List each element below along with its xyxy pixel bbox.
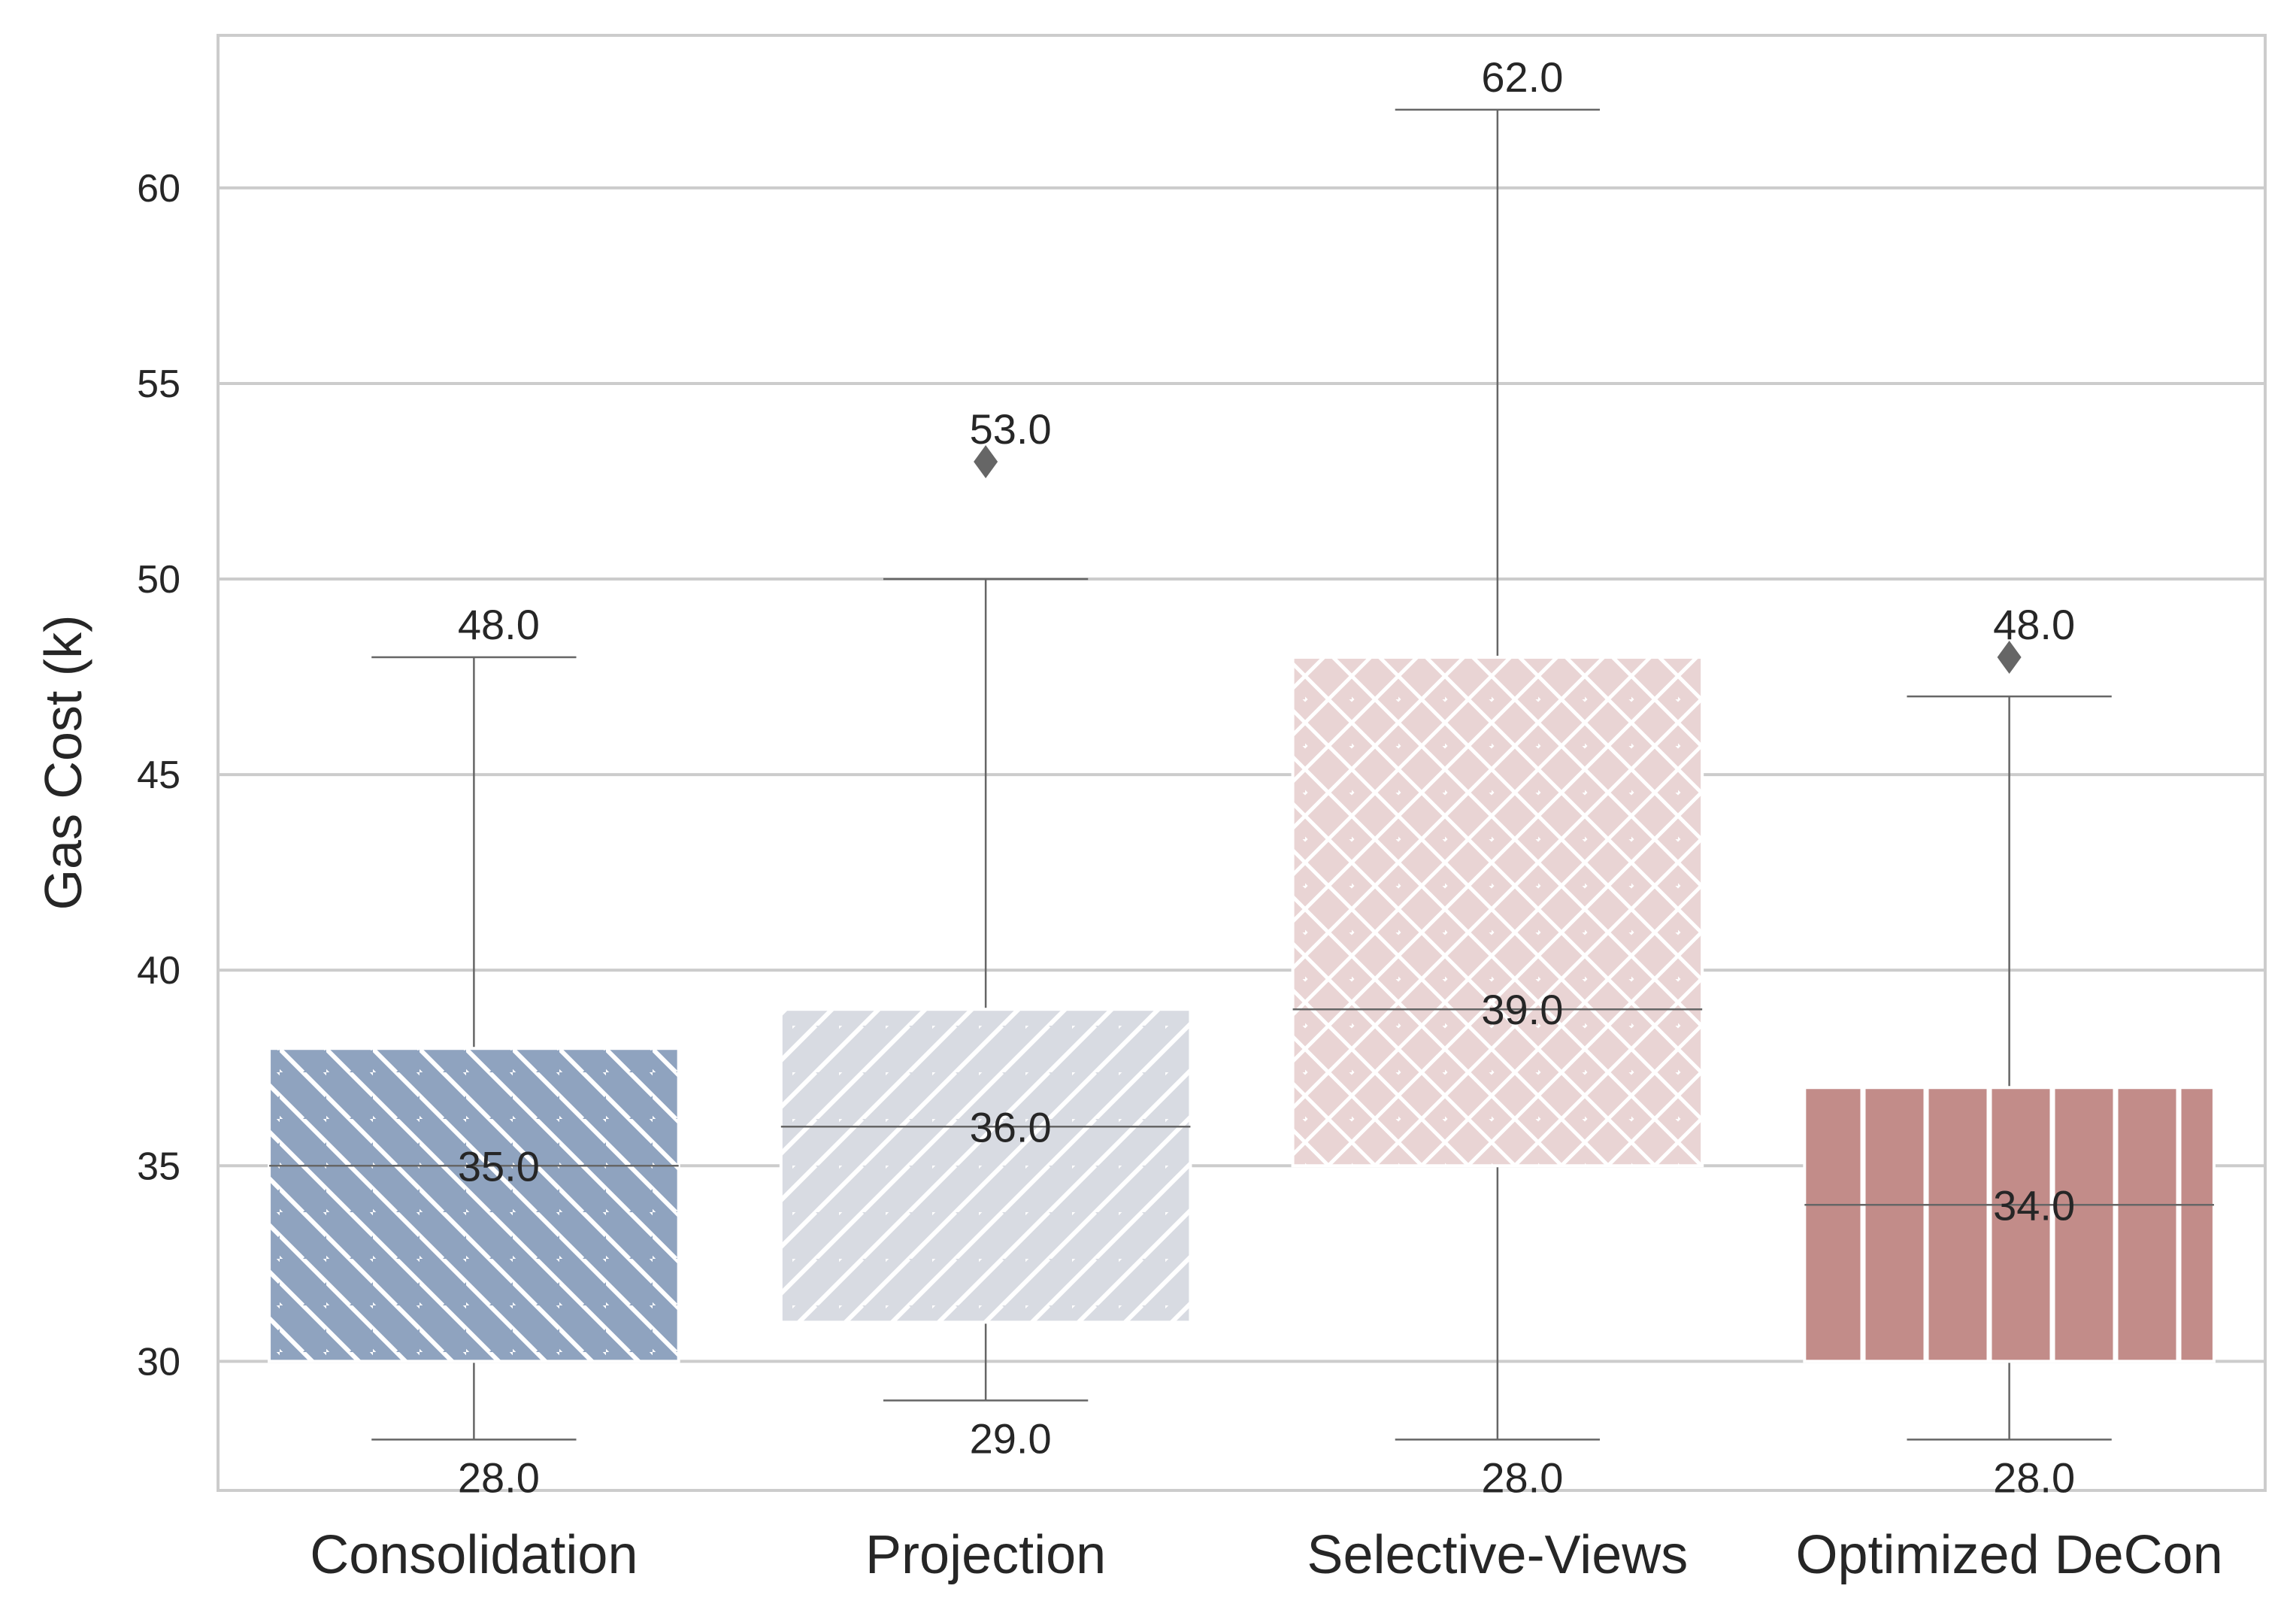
value-label-bottom-2: 29.0 (970, 1414, 1052, 1462)
y-tick-label-40: 40 (137, 949, 180, 993)
box-hatch (269, 1048, 679, 1362)
y-tick-label-30: 30 (137, 1340, 180, 1384)
box-layer (268, 108, 2216, 1441)
outlier-marker-1 (1997, 641, 2022, 675)
x-tick-label-3: Selective-Views (1307, 1525, 1688, 1585)
value-label-median-4: 34.0 (1993, 1181, 2075, 1229)
y-tick-label-45: 45 (137, 753, 180, 797)
value-label-bottom-1: 28.0 (458, 1454, 540, 1501)
y-axis-label: Gas Cost (k) (34, 615, 92, 911)
y-tick-label-50: 50 (137, 558, 180, 602)
plot-frame (217, 34, 2267, 1492)
box-hatch (1292, 657, 1703, 1166)
value-label-median-3: 39.0 (1481, 986, 1563, 1033)
y-tick-label-55: 55 (137, 362, 180, 406)
value-label-bottom-3: 28.0 (1481, 1454, 1563, 1501)
box-group-1 (268, 656, 680, 1441)
value-label-median-2: 36.0 (970, 1103, 1052, 1151)
x-tick-label-4: Optimized DeCon (1796, 1525, 2223, 1585)
box-hatch (780, 1009, 1191, 1323)
value-label-top-4: 48.0 (1993, 601, 2075, 648)
value-label-top-1: 48.0 (458, 601, 540, 648)
x-tick-label-1: Consolidation (310, 1525, 638, 1585)
box-group-3 (1291, 108, 1704, 1441)
box-hatch (1804, 1087, 2214, 1362)
box-group-2 (779, 444, 1192, 1402)
axes (217, 34, 2267, 1492)
value-labels: 48.0 35.0 28.0 53.0 36.0 29.0 62.0 39.0 28.0 48.0… (458, 53, 2075, 1502)
y-tick-label-35: 35 (137, 1145, 180, 1188)
x-tick-label-2: Projection (865, 1525, 1106, 1585)
value-label-top-3: 62.0 (1481, 53, 1563, 101)
box-group-4 (1803, 641, 2216, 1441)
outlier-marker-1 (974, 444, 998, 478)
value-label-median-1: 35.0 (458, 1142, 540, 1190)
value-label-top-2: 53.0 (970, 405, 1052, 453)
value-label-bottom-4: 28.0 (1993, 1454, 2075, 1501)
tick-labels: 30 35 40 45 50 55 60 Consolidation Projection Sel… (137, 167, 2223, 1585)
y-tick-label-60: 60 (137, 167, 180, 211)
